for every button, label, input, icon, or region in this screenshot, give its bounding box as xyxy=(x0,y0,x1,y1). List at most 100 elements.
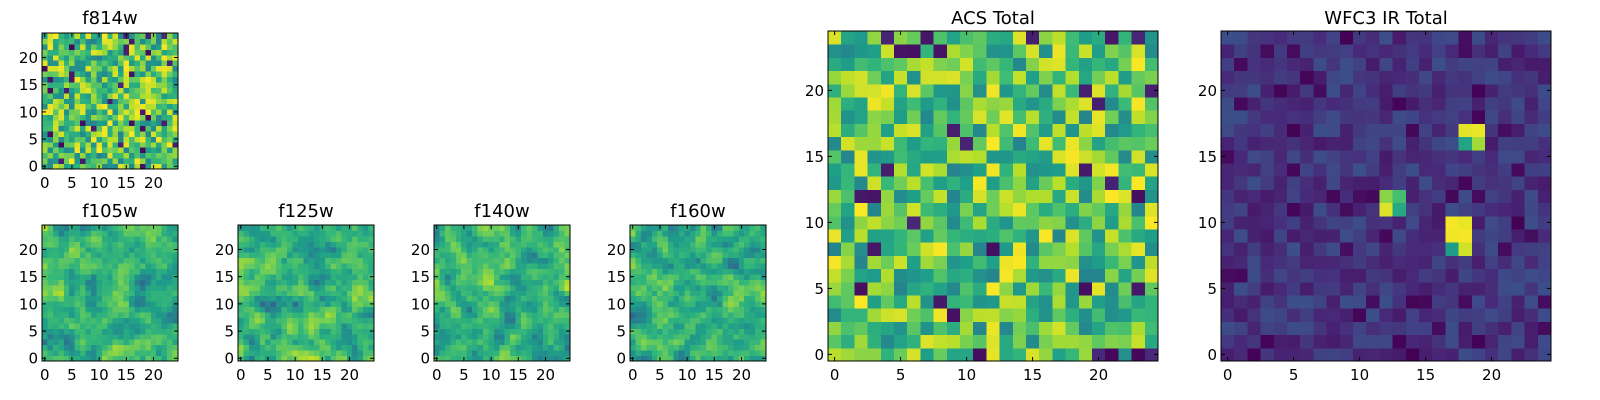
heatmap-cell xyxy=(1498,308,1512,322)
heatmap-cell xyxy=(172,344,179,351)
heatmap-cell xyxy=(1105,83,1119,98)
heatmap-cell xyxy=(96,241,103,248)
heatmap-cell xyxy=(1524,215,1539,230)
heatmap-cell xyxy=(139,147,146,154)
heatmap-cell xyxy=(999,136,1014,151)
heatmap-cell xyxy=(999,83,1014,98)
heatmap-cell xyxy=(270,284,277,291)
heatmap-cell xyxy=(434,295,440,302)
heatmap-cell xyxy=(352,350,359,357)
heatmap-cell xyxy=(330,284,337,291)
heatmap-cell xyxy=(1065,308,1080,322)
heatmap-cell xyxy=(515,339,522,346)
heatmap-cell xyxy=(1118,136,1133,151)
heatmap-cell xyxy=(493,246,500,253)
heatmap-cell xyxy=(510,312,517,318)
heatmap-cell xyxy=(47,322,54,329)
heatmap-cell xyxy=(907,123,921,138)
heatmap-cell xyxy=(107,339,114,346)
heatmap-cell xyxy=(559,235,566,242)
heatmap-cell xyxy=(69,136,76,143)
heatmap-cell xyxy=(880,149,895,164)
heatmap-cell xyxy=(308,322,315,329)
heatmap-cell xyxy=(292,339,299,346)
heatmap-cell xyxy=(107,87,114,94)
heatmap-cell xyxy=(920,202,935,217)
heatmap-cell xyxy=(270,279,277,286)
heatmap-cell xyxy=(80,328,87,335)
heatmap-cell xyxy=(1366,123,1380,138)
heatmap-cell xyxy=(488,333,495,340)
heatmap-cell xyxy=(1485,163,1499,177)
heatmap-cell xyxy=(129,43,135,50)
heatmap-cell xyxy=(341,317,348,324)
heatmap-cell xyxy=(1524,281,1539,296)
heatmap-cell xyxy=(145,71,152,78)
heatmap-cell xyxy=(107,350,114,357)
heatmap-cell xyxy=(894,176,908,190)
heatmap-cell xyxy=(52,103,59,110)
heatmap-cell xyxy=(42,257,48,264)
heatmap-cell xyxy=(42,279,48,286)
heatmap-cell xyxy=(145,130,152,137)
heatmap-cell xyxy=(69,71,76,78)
heatmap-cell xyxy=(297,328,304,335)
heatmap-cell xyxy=(85,322,92,329)
heatmap-cell xyxy=(167,317,174,324)
heatmap-cell xyxy=(733,339,740,346)
heatmap-cell xyxy=(58,235,65,242)
heatmap-cell xyxy=(531,284,538,291)
heatmap-cell xyxy=(755,273,762,280)
heatmap-cell xyxy=(150,71,157,78)
heatmap-cell xyxy=(150,125,157,132)
heatmap-cell xyxy=(90,125,97,132)
heatmap-cell xyxy=(259,322,266,329)
heatmap-cell xyxy=(1144,215,1159,230)
y-tick-label: 0 xyxy=(616,350,626,368)
heatmap-cell xyxy=(325,290,331,297)
heatmap-cell xyxy=(553,328,560,335)
heatmap-cell xyxy=(689,306,696,313)
heatmap-cell xyxy=(281,295,288,302)
heatmap-cell xyxy=(755,246,762,253)
heatmap-cell xyxy=(867,44,882,58)
heatmap-cell xyxy=(521,263,527,270)
heatmap-cell xyxy=(526,235,533,242)
heatmap-cell xyxy=(42,98,48,105)
heatmap-cell xyxy=(96,54,103,61)
heatmap-cell xyxy=(695,350,702,357)
heatmap-cell xyxy=(678,350,685,357)
heatmap-cell xyxy=(346,339,353,346)
heatmap-cell xyxy=(156,306,163,313)
heatmap-cell xyxy=(85,158,92,165)
heatmap-cell xyxy=(646,312,653,318)
heatmap-cell xyxy=(167,49,174,56)
heatmap-cell xyxy=(646,295,653,302)
heatmap-cell xyxy=(96,92,103,99)
heatmap-cell xyxy=(63,230,70,237)
heatmap-cell xyxy=(281,339,288,346)
heatmap-cell xyxy=(646,355,653,362)
heatmap-cell xyxy=(167,92,174,99)
heatmap-cell xyxy=(1339,97,1354,111)
heatmap-cell xyxy=(1419,123,1433,138)
heatmap-cell xyxy=(466,279,473,286)
heatmap-cell xyxy=(999,70,1014,85)
heatmap-cell xyxy=(243,355,250,362)
heatmap-cell xyxy=(319,312,326,318)
heatmap-cell xyxy=(292,268,299,275)
heatmap-cell xyxy=(80,130,87,137)
heatmap-cell xyxy=(477,279,484,286)
heatmap-cell xyxy=(156,71,163,78)
heatmap-cell xyxy=(129,109,135,116)
heatmap-cell xyxy=(640,322,647,329)
heatmap-cell xyxy=(461,230,468,237)
x-tick-label: 10 xyxy=(90,174,109,192)
heatmap-cell xyxy=(118,301,125,308)
heatmap-cell xyxy=(635,246,642,253)
heatmap-cell xyxy=(47,120,54,126)
heatmap-cell xyxy=(1524,295,1539,309)
heatmap-cell xyxy=(564,317,571,324)
heatmap-cell xyxy=(1039,347,1053,362)
heatmap-cell xyxy=(482,290,489,297)
